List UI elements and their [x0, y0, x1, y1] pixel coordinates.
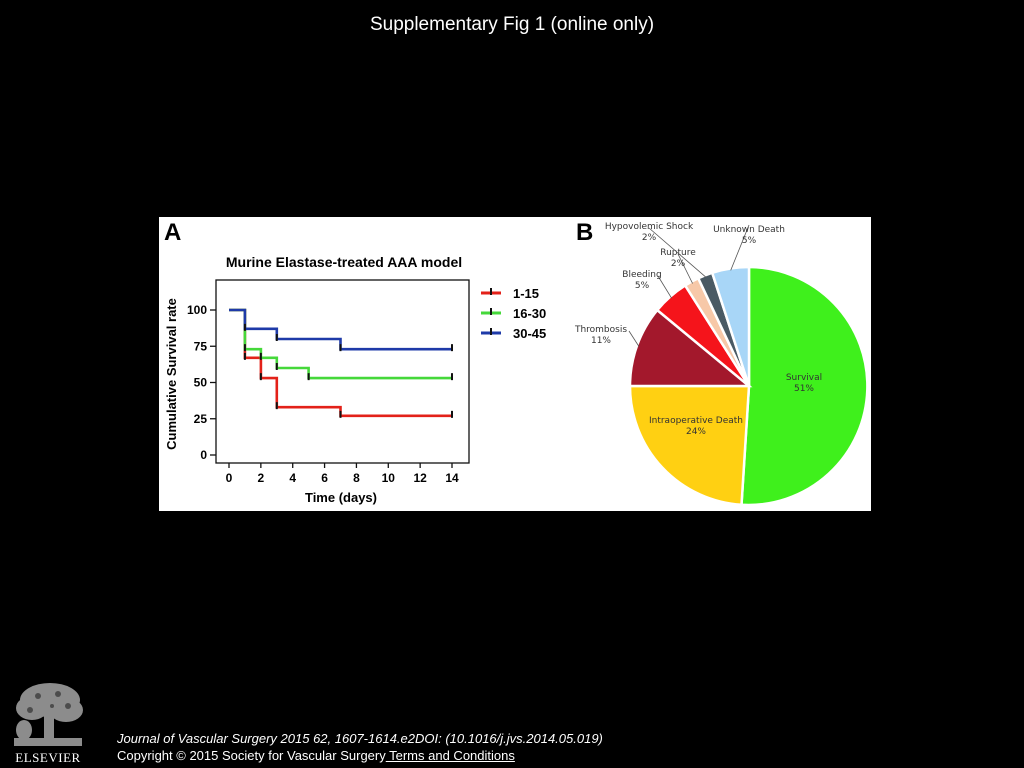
km-x-tick-label: 10 [382, 471, 396, 485]
pie-label-percent: 51% [794, 384, 814, 394]
pie-label-name: Unknown Death [713, 225, 785, 235]
km-y-tick-label: 0 [200, 448, 207, 462]
km-y-tick-label: 100 [187, 303, 207, 317]
elsevier-wordmark: ELSEVIER [15, 750, 81, 765]
pie-leader-line [657, 275, 672, 299]
panel-letter-b: B [576, 219, 593, 246]
km-x-tick-label: 2 [258, 471, 265, 485]
pie-leader-line [730, 224, 750, 271]
km-plot-frame [215, 279, 470, 464]
pie-leader-line [628, 330, 640, 347]
km-x-tick-label: 4 [289, 471, 296, 485]
km-x-tick-label: 14 [445, 471, 459, 485]
km-x-tick-label: 12 [413, 471, 427, 485]
km-x-tick-label: 8 [353, 471, 360, 485]
pie-slice-thrombosis [628, 308, 753, 388]
pie-leader-line [677, 253, 693, 284]
pie-slice-unknown-death [710, 265, 751, 387]
km-x-tick-label: 0 [226, 471, 233, 485]
figure-svg: A B Murine Elastase-treated AAA model Ti… [164, 219, 869, 507]
pie-label-name: Thrombosis [574, 325, 627, 335]
pie-label-percent: 2% [642, 233, 657, 243]
km-y-tick-label: 25 [194, 412, 208, 426]
km-plot: 0 25 50 75 100 0 2 4 6 8 10 12 14 1-15 16-30 30-45 [187, 279, 546, 485]
copyright-text: Copyright © 2015 Society for Vascular Su… [117, 748, 386, 763]
km-y-tick-label: 50 [194, 376, 208, 390]
panel-letter-a: A [164, 219, 181, 246]
km-legend-label-30-45: 30-45 [513, 326, 546, 341]
terms-and-conditions-link[interactable]: Terms and Conditions [385, 748, 515, 763]
km-legend-label-1-15: 1-15 [513, 286, 539, 301]
pie-label-percent: 11% [591, 336, 611, 346]
copyright-line: Copyright © 2015 Society for Vascular Su… [117, 748, 515, 763]
pie-slice-intraoperative-death [628, 384, 751, 507]
km-x-tick-label: 6 [321, 471, 328, 485]
elsevier-tree-logo [8, 680, 88, 766]
pie-label-name: Hypovolemic Shock [605, 222, 694, 232]
km-y-axis-label: Cumulative Survival rate [164, 298, 179, 450]
pie-label-percent: 24% [686, 427, 706, 437]
elsevier-tree-icon [8, 680, 88, 750]
km-y-tick-label: 75 [194, 339, 208, 353]
km-legend-label-16-30: 16-30 [513, 306, 546, 321]
slide-title: Supplementary Fig 1 (online only) [369, 14, 655, 35]
citation-text: Journal of Vascular Surgery 2015 62, 160… [117, 731, 603, 746]
km-series-line-30-45 [229, 308, 452, 351]
km-chart-title: Murine Elastase-treated AAA model [226, 254, 462, 270]
pie-label-name: Intraoperative Death [649, 416, 743, 426]
pie-slice-survival [740, 265, 869, 507]
km-x-axis-label: Time (days) [305, 490, 377, 505]
pie-label-name: Bleeding [622, 270, 661, 280]
pie-leader-line [648, 227, 707, 278]
pie-label-percent: 2% [671, 259, 686, 269]
pie-label-name: Survival [786, 373, 822, 383]
pie-label-percent: 5% [635, 281, 650, 291]
km-series-line-1-15 [229, 308, 452, 418]
figure-panel: A B Murine Elastase-treated AAA model Ti… [159, 217, 871, 511]
pie-label-percent: 5% [742, 236, 757, 246]
